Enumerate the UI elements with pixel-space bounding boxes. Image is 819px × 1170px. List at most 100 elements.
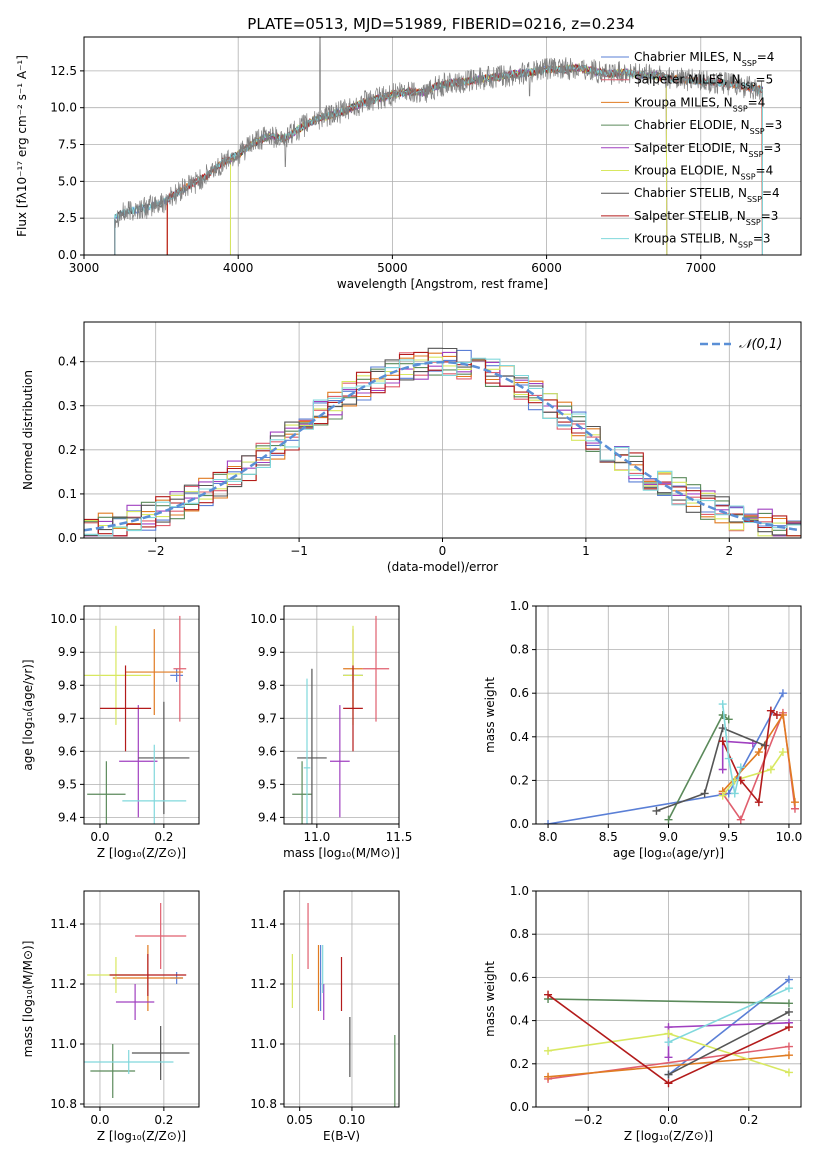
legend-value: =4 <box>756 164 774 178</box>
y-tick-label: 0.8 <box>510 927 529 941</box>
x-axis-label: (data-model)/error <box>387 560 498 574</box>
y-axis-label: mass [log₁₀(M/M⊙)] <box>21 941 35 1058</box>
legend-entry: Salpeter STELIB, NSSP=3 <box>634 209 778 227</box>
y-axis-label: mass weight <box>483 961 497 1037</box>
y-axis-label: Flux [fλ10⁻¹⁷ erg cm⁻² s⁻¹ A⁻¹] <box>15 55 29 237</box>
y-tick-label: 0.1 <box>58 487 77 501</box>
legend-subscript: SSP <box>747 195 762 204</box>
mass-weight-line <box>547 998 790 1005</box>
legend-entry: Kroupa MILES, NSSP=4 <box>634 95 765 113</box>
y-tick-label: 9.6 <box>258 744 277 758</box>
x-tick-label: 3000 <box>69 261 100 275</box>
x-tick-label: −0.2 <box>574 1113 603 1127</box>
plus-marker <box>664 815 673 824</box>
panel-spectrum: 3000 4000 5000 6000 7000 0.0 2.5 5.0 7.5 10.0 12.5… <box>15 36 802 291</box>
figure-title: PLATE=0513, MJD=51989, FIBERID=0216, z=0… <box>247 15 634 33</box>
y-tick-label: 1.0 <box>510 599 529 613</box>
y-tick-label: 2.5 <box>58 211 77 225</box>
x-tick-label: 2 <box>725 544 733 558</box>
panel-mass-vs-Z: 0.0 0.2 10.8 11.0 11.2 11.4 Z [log₁₀(Z/Z⊙)] mas… <box>21 890 200 1143</box>
y-tick-label: 12.5 <box>50 64 77 78</box>
x-tick-label: 9.5 <box>719 830 738 844</box>
x-tick-label: 9.0 <box>659 830 678 844</box>
y-tick-label: 10.8 <box>50 1097 77 1111</box>
model-spectrum-line <box>114 63 764 255</box>
x-axis-label: Z [log₁₀(Z/Z⊙)] <box>624 1129 713 1143</box>
y-tick-label: 9.9 <box>58 645 77 659</box>
mass-weight-line <box>668 978 790 1076</box>
mass-weight-line <box>722 712 796 803</box>
y-axis-label: Normed distribution <box>21 370 35 490</box>
plus-marker <box>736 815 745 824</box>
x-axis-label: E(B-V) <box>323 1129 360 1143</box>
panel-residual-histogram: −2 −1 0 1 2 0.0 0.1 0.2 0.3 0.4 (data-model)/error… <box>21 321 802 574</box>
data-spectrum-line <box>114 37 763 255</box>
y-axis-label: mass weight <box>483 677 497 753</box>
legend-subscript: SSP <box>742 59 757 68</box>
plus-marker <box>784 1007 793 1016</box>
x-tick-label: 0.0 <box>90 1113 109 1127</box>
y-tick-label: 0.2 <box>510 773 529 787</box>
x-tick-label: −2 <box>147 544 165 558</box>
plus-marker <box>784 999 793 1008</box>
mass-weight-line <box>668 987 790 1043</box>
panel-age-vs-mass: 11.0 11.5 9.4 9.5 9.6 9.7 9.8 9.9 10.0 mass [log₁… <box>250 605 412 860</box>
legend-subscript: SSP <box>741 172 756 181</box>
axes-frame <box>283 605 400 825</box>
model-spectrum-line <box>114 64 764 255</box>
model-spectrum-line <box>166 64 763 255</box>
legend-value: =3 <box>761 209 779 223</box>
x-tick-label: 8.5 <box>599 830 618 844</box>
axes-frame <box>83 890 200 1108</box>
y-tick-label: 11.4 <box>50 917 77 931</box>
legend-entry: Chabrier STELIB, NSSP=4 <box>634 186 780 204</box>
plus-marker <box>664 1079 673 1088</box>
plot-area <box>284 891 399 1107</box>
mass-weight-line <box>722 751 784 797</box>
plot-area <box>84 37 801 255</box>
x-tick-label: −1 <box>290 544 308 558</box>
plus-marker <box>772 711 781 719</box>
y-tick-label: 0.4 <box>510 730 529 744</box>
y-tick-label: 1.0 <box>510 884 529 898</box>
plus-marker <box>730 789 739 798</box>
mass-weight-line <box>547 692 784 824</box>
x-tick-label: 0 <box>439 544 447 558</box>
model-spectrum-line <box>166 62 763 255</box>
y-tick-label: 11.4 <box>250 917 277 931</box>
axes-frame <box>83 605 200 825</box>
legend-entry: Chabrier MILES, NSSP=4 <box>634 50 774 68</box>
x-tick-label: 0.0 <box>659 1113 678 1127</box>
plus-marker <box>664 1038 673 1047</box>
plus-marker <box>736 763 745 772</box>
y-tick-label: 9.4 <box>258 810 277 824</box>
histogram-step <box>84 357 801 537</box>
y-tick-label: 0.0 <box>58 248 77 262</box>
y-tick-label: 0.4 <box>510 1014 529 1028</box>
y-tick-label: 0.0 <box>58 531 77 545</box>
x-tick-label: 0.2 <box>154 830 173 844</box>
plot-area <box>84 322 801 538</box>
y-tick-label: 10.8 <box>250 1097 277 1111</box>
legend-value: =3 <box>765 118 783 132</box>
mass-weight-line <box>668 1011 790 1076</box>
panels: 3000 4000 5000 6000 70000.02.55.07.510.012.5… <box>15 36 803 1143</box>
x-tick-label: 5000 <box>377 261 408 275</box>
model-spectrum-line <box>229 62 668 255</box>
legend-subscript: SSP <box>750 127 765 136</box>
y-tick-label: 0.3 <box>58 399 77 413</box>
plus-marker <box>784 1023 793 1032</box>
plot-area <box>84 891 199 1107</box>
plus-marker <box>778 748 787 757</box>
y-axis-label: age [log₁₀(age/yr)] <box>21 659 35 770</box>
x-tick-label: 8.0 <box>538 830 557 844</box>
plus-marker <box>664 1029 673 1038</box>
y-tick-label: 10.0 <box>250 612 277 626</box>
x-tick-label: 10.0 <box>776 830 803 844</box>
gaussian-reference-line <box>84 360 801 532</box>
y-tick-label: 0.8 <box>510 643 529 657</box>
plus-marker <box>724 754 733 763</box>
plus-marker <box>700 789 709 798</box>
plus-marker <box>754 748 763 757</box>
